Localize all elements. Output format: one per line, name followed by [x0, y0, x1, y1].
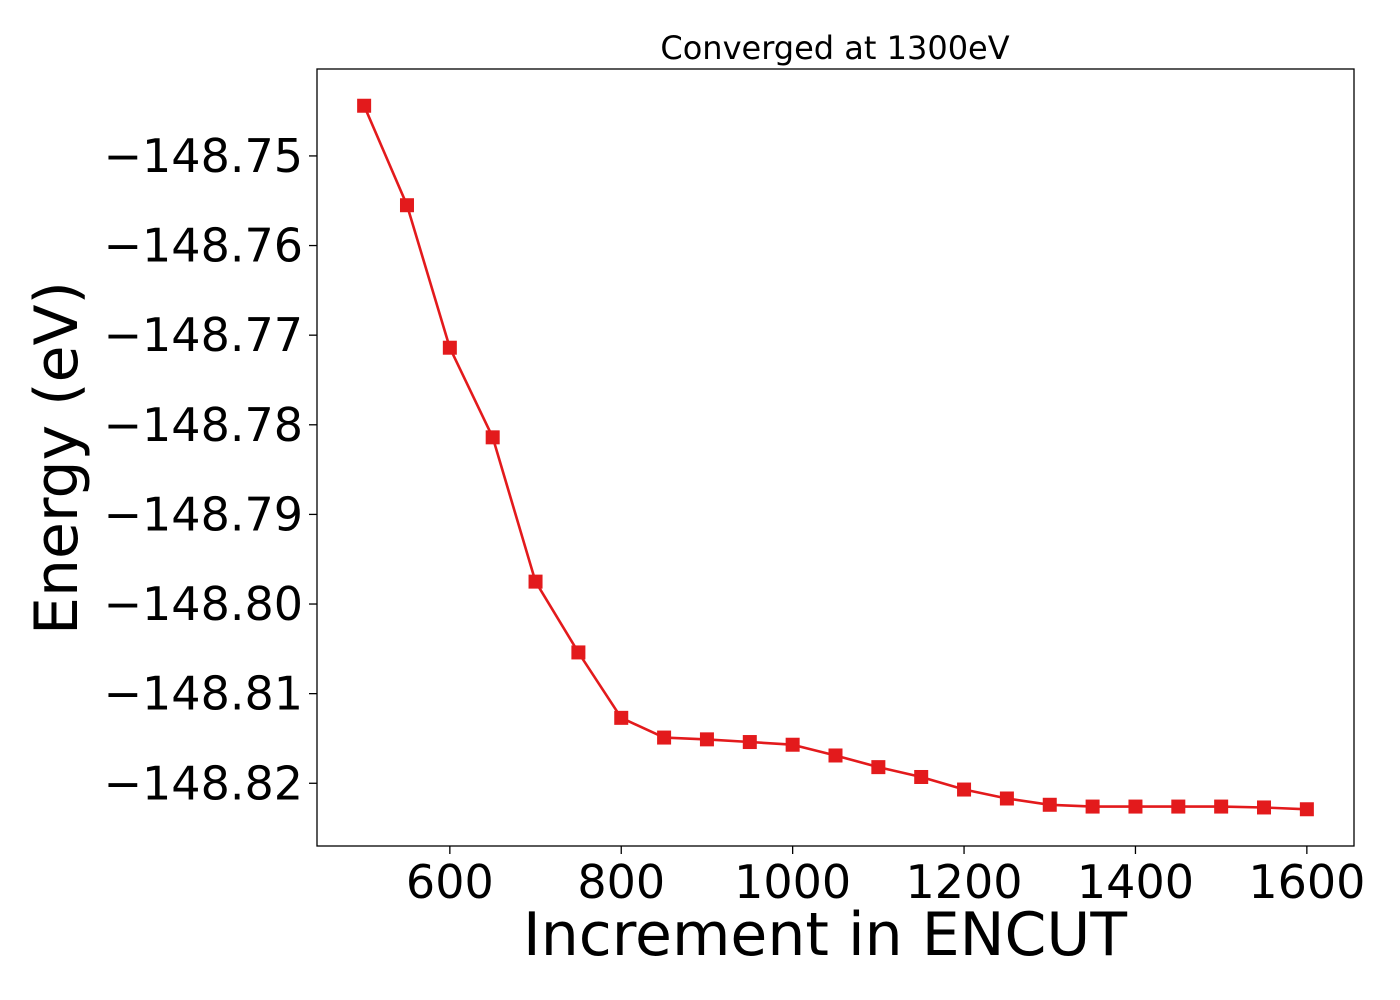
- x-tick-label: 1000: [734, 855, 851, 909]
- y-tick-label: −148.78: [104, 398, 304, 452]
- x-axis-ticks: 600 800 1000 1200 1400 1600: [406, 846, 1365, 909]
- y-tick-label: −148.76: [104, 219, 304, 273]
- x-tick-label: 1600: [1248, 855, 1365, 909]
- data-point-marker: [614, 710, 629, 725]
- series-line: [362, 105, 1307, 811]
- y-tick-label: −148.82: [104, 756, 304, 810]
- chart-title: Converged at 1300eV: [660, 29, 1009, 67]
- plot-area-frame: [316, 68, 1355, 847]
- data-point-marker: [699, 732, 714, 747]
- data-point-marker: [1171, 799, 1186, 814]
- y-tick-label: −148.80: [104, 577, 304, 631]
- y-axis-ticks: −148.75 −148.76 −148.77 −148.78 −148.79 −148.…: [104, 129, 317, 810]
- data-point-marker: [785, 737, 800, 752]
- data-point-marker: [742, 735, 757, 750]
- data-point-marker: [1085, 799, 1100, 814]
- data-point-marker: [828, 748, 843, 763]
- data-point-marker: [999, 791, 1014, 806]
- data-point-marker: [399, 198, 414, 213]
- series-layer: [357, 98, 1314, 817]
- y-tick-label: −148.75: [104, 129, 304, 183]
- data-point-marker: [442, 340, 457, 355]
- x-tick-label: 600: [406, 855, 494, 909]
- data-point-marker: [357, 98, 372, 113]
- data-point-marker: [657, 730, 672, 745]
- data-point-marker: [528, 574, 543, 589]
- y-tick-label: −148.77: [104, 308, 304, 362]
- x-tick-label: 1400: [1077, 855, 1194, 909]
- y-axis-label: Energy (eV): [22, 281, 92, 635]
- data-point-marker: [1128, 799, 1143, 814]
- data-point-marker: [1257, 800, 1272, 815]
- data-point-marker: [871, 760, 886, 775]
- x-axis-label: Increment in ENCUT: [523, 900, 1127, 970]
- x-tick-label: 1200: [906, 855, 1023, 909]
- data-point-marker: [1214, 799, 1229, 814]
- data-point-marker: [485, 430, 500, 445]
- data-point-marker: [1299, 802, 1314, 817]
- data-point-marker: [957, 782, 972, 797]
- y-tick-label: −148.79: [104, 487, 304, 541]
- data-point-marker: [1042, 797, 1057, 812]
- data-point-marker: [914, 769, 929, 784]
- x-tick-label: 800: [577, 855, 665, 909]
- y-tick-label: −148.81: [104, 667, 304, 721]
- data-point-marker: [571, 645, 586, 660]
